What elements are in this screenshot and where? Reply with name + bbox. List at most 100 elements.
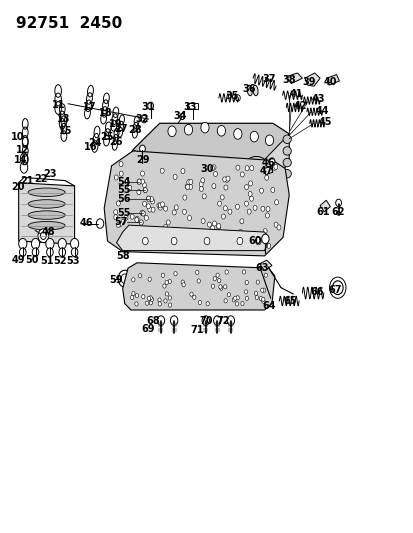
Polygon shape <box>19 183 74 244</box>
Circle shape <box>220 195 224 200</box>
Circle shape <box>121 274 128 284</box>
Circle shape <box>142 201 146 206</box>
Circle shape <box>202 194 206 199</box>
Text: 49: 49 <box>12 255 25 264</box>
Circle shape <box>150 297 153 302</box>
Circle shape <box>189 241 193 246</box>
Circle shape <box>206 302 209 306</box>
Circle shape <box>237 240 240 245</box>
Circle shape <box>188 180 192 184</box>
Circle shape <box>201 219 204 223</box>
Circle shape <box>131 292 135 296</box>
Polygon shape <box>263 167 272 175</box>
Circle shape <box>162 284 166 288</box>
Circle shape <box>147 102 153 110</box>
Circle shape <box>130 214 134 219</box>
Circle shape <box>203 231 207 237</box>
Circle shape <box>235 204 239 209</box>
Text: 55: 55 <box>116 208 130 219</box>
Circle shape <box>212 221 216 226</box>
Circle shape <box>139 220 143 225</box>
Text: 47: 47 <box>259 166 273 176</box>
Circle shape <box>183 195 186 200</box>
Circle shape <box>247 209 251 214</box>
Circle shape <box>234 232 238 237</box>
Text: 53: 53 <box>66 256 80 266</box>
Circle shape <box>147 296 150 301</box>
Circle shape <box>259 188 263 193</box>
Circle shape <box>273 222 278 227</box>
Text: 70: 70 <box>199 316 212 326</box>
Circle shape <box>228 209 231 214</box>
Circle shape <box>118 270 131 287</box>
Circle shape <box>141 211 145 216</box>
Circle shape <box>247 191 252 197</box>
Text: 32: 32 <box>135 114 149 124</box>
Circle shape <box>254 243 258 248</box>
Circle shape <box>213 277 216 281</box>
Circle shape <box>217 201 221 206</box>
Circle shape <box>223 285 226 289</box>
Text: 46: 46 <box>80 218 93 228</box>
Circle shape <box>207 222 211 227</box>
Circle shape <box>255 237 261 245</box>
Circle shape <box>165 292 168 296</box>
Text: 29: 29 <box>136 156 150 165</box>
Circle shape <box>259 296 262 301</box>
Circle shape <box>145 301 148 305</box>
Circle shape <box>216 225 220 230</box>
Ellipse shape <box>282 135 291 143</box>
Circle shape <box>123 233 127 238</box>
Circle shape <box>19 248 26 256</box>
Text: 48: 48 <box>42 227 55 237</box>
Text: 20: 20 <box>11 182 24 192</box>
Text: 60: 60 <box>248 236 262 246</box>
Circle shape <box>195 270 198 274</box>
Circle shape <box>190 292 192 296</box>
Circle shape <box>141 295 145 299</box>
Circle shape <box>225 270 228 274</box>
Circle shape <box>47 248 53 256</box>
Text: 72: 72 <box>216 316 230 326</box>
Circle shape <box>121 219 125 224</box>
Circle shape <box>246 241 250 247</box>
Ellipse shape <box>28 211 65 219</box>
Circle shape <box>202 316 209 325</box>
Circle shape <box>270 188 274 192</box>
Text: 61: 61 <box>316 207 329 217</box>
Text: 41: 41 <box>289 89 303 99</box>
Polygon shape <box>133 123 289 160</box>
Circle shape <box>227 316 234 325</box>
Circle shape <box>221 214 225 219</box>
Circle shape <box>130 295 133 300</box>
Circle shape <box>244 280 248 285</box>
Circle shape <box>252 235 255 239</box>
Circle shape <box>244 290 247 294</box>
Circle shape <box>199 187 203 191</box>
Circle shape <box>119 171 123 176</box>
Circle shape <box>249 131 258 142</box>
Text: 15: 15 <box>59 126 73 136</box>
Circle shape <box>141 115 147 123</box>
Circle shape <box>216 223 220 229</box>
Ellipse shape <box>282 169 291 178</box>
Circle shape <box>139 145 145 152</box>
Circle shape <box>184 124 192 135</box>
Polygon shape <box>325 75 339 85</box>
Circle shape <box>131 278 135 282</box>
Circle shape <box>266 206 269 212</box>
Bar <box>187 103 197 109</box>
Circle shape <box>144 215 148 221</box>
Text: 34: 34 <box>173 111 187 122</box>
Circle shape <box>158 302 161 306</box>
Text: 25: 25 <box>100 132 114 142</box>
Circle shape <box>150 199 154 204</box>
Circle shape <box>211 238 215 243</box>
Circle shape <box>242 270 245 274</box>
Circle shape <box>188 184 192 189</box>
Text: 46: 46 <box>261 158 274 168</box>
Circle shape <box>221 233 225 238</box>
Circle shape <box>244 184 248 190</box>
Text: 51: 51 <box>40 256 54 266</box>
Circle shape <box>32 248 39 256</box>
